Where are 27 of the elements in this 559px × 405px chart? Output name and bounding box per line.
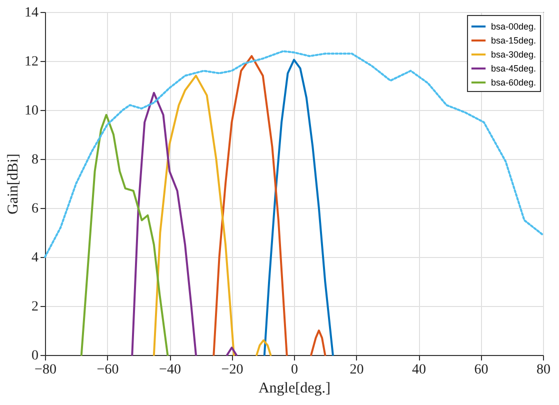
legend-label: bsa-15deg. bbox=[491, 36, 536, 46]
y-tick-label: 8 bbox=[32, 152, 38, 168]
x-tick-label: 40 bbox=[412, 362, 426, 378]
x-tick-label: −20 bbox=[221, 362, 244, 378]
x-tick-label: 60 bbox=[474, 362, 488, 378]
line-series bbox=[263, 58, 334, 356]
x-tick-label: −40 bbox=[159, 362, 181, 378]
y-tick-label: 4 bbox=[32, 250, 38, 266]
y-tick-label: 14 bbox=[24, 6, 38, 20]
line-series bbox=[44, 50, 544, 258]
legend-label: bsa-45deg. bbox=[491, 64, 536, 74]
legend-label: bsa-30deg. bbox=[491, 50, 536, 60]
legend-label: bsa-60deg. bbox=[491, 78, 536, 88]
y-tick-label: 2 bbox=[32, 300, 38, 314]
x-tick-label: 80 bbox=[536, 362, 550, 378]
y-tick-label: 0 bbox=[32, 348, 38, 364]
x-axis-title: Angle[deg.] bbox=[258, 380, 331, 396]
x-tick-label: −60 bbox=[96, 362, 119, 378]
y-tick-label: 12 bbox=[24, 54, 38, 70]
y-tick-label: 6 bbox=[32, 202, 38, 216]
y-tick-label: 10 bbox=[24, 104, 38, 118]
x-tick-label: −80 bbox=[34, 362, 56, 378]
legend-label: bsa-00deg. bbox=[491, 22, 536, 32]
x-tick-label: 20 bbox=[350, 362, 364, 378]
y-axis-title: Gain[dBi] bbox=[6, 154, 22, 214]
x-tick-label: 0 bbox=[291, 362, 298, 378]
line-series bbox=[80, 114, 169, 356]
